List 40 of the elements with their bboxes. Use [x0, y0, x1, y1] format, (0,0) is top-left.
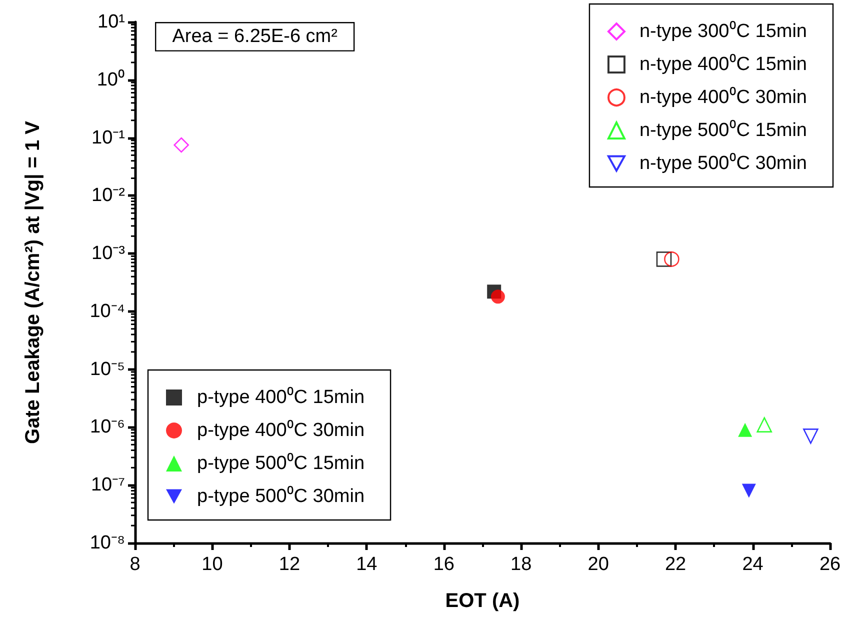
legend-label: p-type 400⁰C 30min: [197, 419, 365, 441]
x-tick-label: 10: [202, 554, 223, 575]
point: [174, 137, 189, 153]
legend-label: p-type 400⁰C 15min: [197, 386, 365, 408]
x-axis-title: EOT (A): [445, 590, 520, 612]
x-tick-label: 26: [819, 554, 841, 575]
x-tick-label: 22: [664, 554, 686, 575]
point: [756, 417, 772, 432]
legend-label: p-type 500⁰C 15min: [197, 452, 365, 474]
x-tick-label: 18: [510, 554, 532, 575]
legend-label: n-type 300⁰C 15min: [639, 20, 808, 42]
x-tick-label: 16: [433, 554, 454, 575]
point: [803, 428, 818, 444]
point: [656, 252, 672, 267]
x-tick-label: 14: [356, 554, 378, 575]
y-tick-label: 10⁻⁵: [90, 358, 125, 380]
y-tick-label: 10⁻⁷: [90, 474, 126, 496]
y-axis-title: Gate Leakage (A/cm²) at |Vg| = 1 V: [22, 120, 44, 444]
point: [738, 422, 752, 437]
y-tick-label: 10⁻⁸: [90, 532, 125, 554]
legend-label: p-type 500⁰C 30min: [197, 485, 365, 507]
y-tick-label: 10⁻²: [92, 185, 125, 206]
legend-label: n-type 400⁰C 15min: [639, 53, 808, 75]
y-tick-label: 10¹: [98, 12, 125, 32]
legend-label: n-type 400⁰C 30min: [639, 86, 808, 108]
legend-label: n-type 500⁰C 15min: [639, 119, 808, 141]
x-tick-label: 24: [742, 554, 764, 575]
point: [664, 252, 680, 267]
legend-label: n-type 500⁰C 30min: [639, 152, 808, 174]
y-tick-label: 10⁻³: [92, 243, 125, 264]
annotation: Area = 6.25E-6 cm²: [172, 26, 338, 48]
y-tick-label: 10⁻⁶: [90, 416, 125, 438]
point: [490, 290, 505, 304]
y-tick-label: 10⁻⁴: [90, 300, 125, 322]
point: [742, 484, 756, 498]
x-tick-label: 12: [278, 554, 300, 575]
y-tick-label: 10⁻¹: [92, 127, 125, 148]
x-tick-label: 8: [130, 554, 140, 575]
y-tick-label: 10⁰: [96, 68, 125, 90]
x-tick-label: 20: [588, 554, 609, 575]
